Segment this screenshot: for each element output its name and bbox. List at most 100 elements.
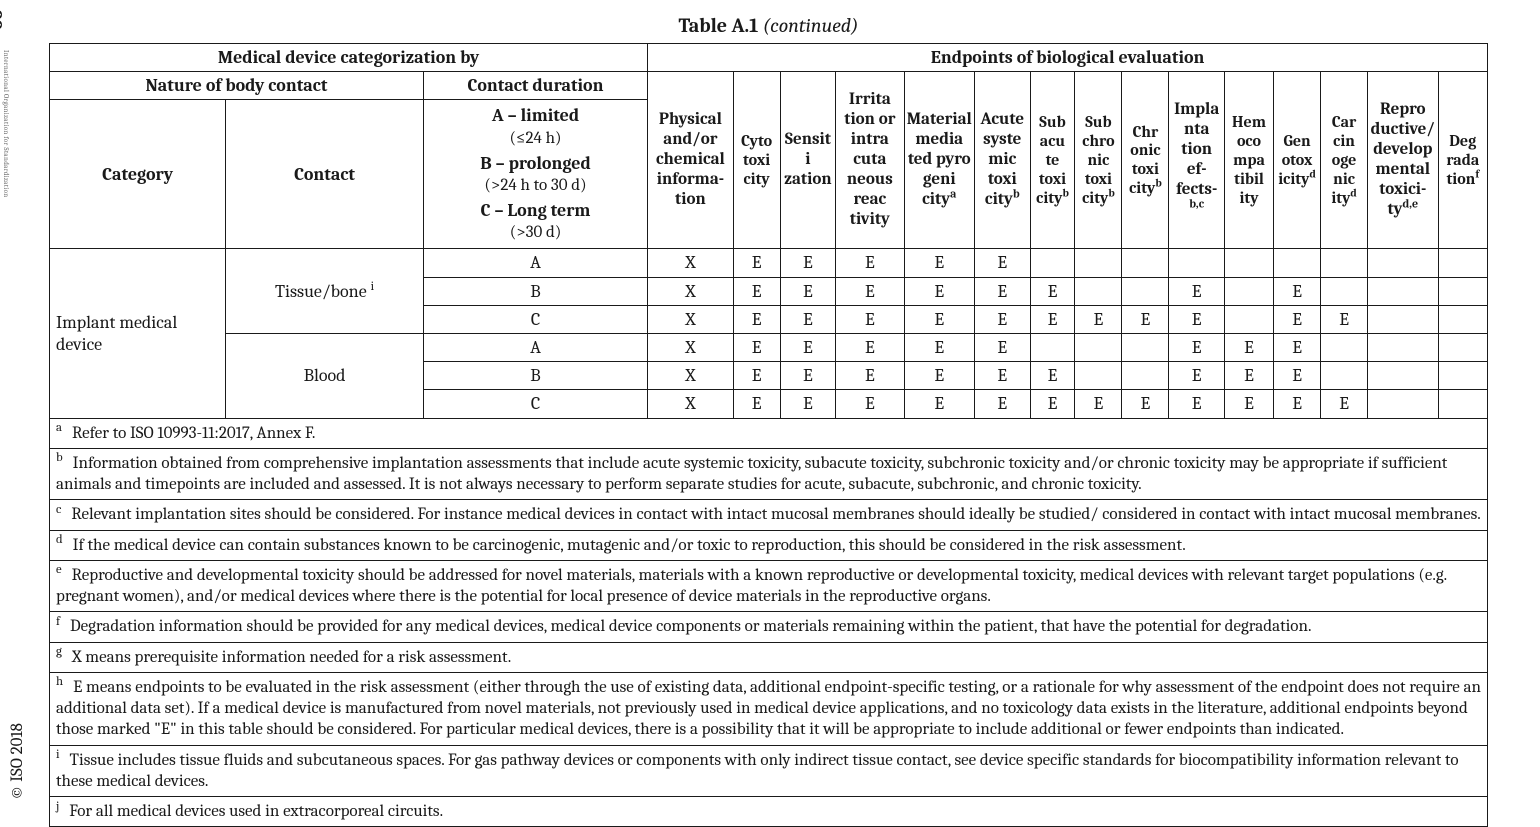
cell-value [1321,362,1368,390]
cell-value [1438,362,1487,390]
cell-value: E [780,249,836,277]
header-endpoint-11: Gen otox ici­tyd [1274,72,1321,249]
header-endpoint-14: Deg rada tionf [1438,72,1487,249]
cell-value [1368,277,1439,305]
cell-value: E [975,334,1031,362]
cell-value: E [780,334,836,362]
cell-value [1438,249,1487,277]
footnote-e: eReproductive and developmental toxicity… [50,560,1487,612]
cell-value: E [1169,277,1225,305]
cell-value: E [1274,390,1321,418]
header-endpoint-13: Repro duc­tive/ develop mental toxici­ty… [1368,72,1439,249]
header-endpoint-12: Car cin oge nic ityd [1321,72,1368,249]
header-nature: Nature of body contact [50,72,424,100]
cell-value: E [733,334,780,362]
cell-value: E [780,390,836,418]
footnote-i: iTissue includes tissue fluids and subcu… [50,745,1487,797]
cell-value: E [733,390,780,418]
cell-value: E [904,277,975,305]
cell-value: X [648,362,733,390]
cell-value: E [780,305,836,333]
cell-value [1438,390,1487,418]
cell-category: Implant medical device [50,249,226,418]
table-caption: Table A.1 (continued) [49,6,1488,43]
cell-value: X [648,334,733,362]
side-page-number: 22 [0,10,6,30]
cell-value [1368,390,1439,418]
cell-value: E [836,305,904,333]
cell-value: E [1030,277,1075,305]
cell-value [1438,277,1487,305]
cell-value [1368,362,1439,390]
cell-value: E [836,390,904,418]
header-endpoint-8: Chr onic toxi cityb [1122,72,1169,249]
cell-value: E [975,249,1031,277]
cell-value: E [1169,362,1225,390]
cell-value: E [1122,390,1169,418]
cell-duration: B [423,362,647,390]
footnote-f: fDegradation information should be provi… [50,611,1487,641]
cell-value: E [1030,305,1075,333]
cell-value: E [975,305,1031,333]
cell-value: E [1169,390,1225,418]
content-area: Table A.1 (continued) Medical device cat… [49,6,1488,827]
cell-value [1321,249,1368,277]
cell-value: E [1224,334,1273,362]
cell-value: E [904,249,975,277]
cell-value: E [1169,305,1225,333]
cell-value: E [904,362,975,390]
footnote-d: dIf the medical device can contain subst… [50,530,1487,560]
header-group-right: Endpoints of biological evaluation [648,44,1488,72]
cell-value [1075,277,1122,305]
cell-value: X [648,305,733,333]
cell-value [1321,334,1368,362]
cell-value: X [648,390,733,418]
side-org-text: International Organization for Standardi… [2,50,10,197]
footnote-j: jFor all medical devices used in extraco… [50,796,1487,826]
cell-value: E [904,390,975,418]
header-endpoint-7: Sub chro nic toxi cityb [1075,72,1122,249]
cell-value [1122,249,1169,277]
cell-value [1368,334,1439,362]
cell-value [1169,249,1225,277]
cell-value: E [1274,305,1321,333]
header-group-left: Medical device categorization by [50,44,648,72]
cell-duration: A [423,334,647,362]
header-endpoint-5: Acute syste mic toxi cityb [975,72,1031,249]
header-duration: A – limited(≤24 h)B – prolonged(>24 h to… [423,100,647,249]
cell-value: E [1075,305,1122,333]
cell-duration: C [423,390,647,418]
cell-value [1030,249,1075,277]
cell-value: E [733,249,780,277]
cell-value: E [975,277,1031,305]
page: 22 International Organization for Standa… [0,0,1540,823]
cell-duration: C [423,305,647,333]
cell-value [1224,277,1273,305]
cell-value [1438,305,1487,333]
cell-value: E [1274,334,1321,362]
footnote-g: gX means prerequisite information needed… [50,642,1487,672]
header-endpoint-6: Sub acu te toxi cityb [1030,72,1075,249]
cell-value [1438,334,1487,362]
cell-value [1075,249,1122,277]
cell-value: E [904,334,975,362]
footnote-h: hE means endpoints to be evaluated in th… [50,672,1487,745]
footnote-c: cRelevant implantation sites should be c… [50,499,1487,529]
cell-value: E [780,277,836,305]
cell-duration: A [423,249,647,277]
cell-value [1075,362,1122,390]
cell-value: E [836,362,904,390]
cell-value: E [1321,305,1368,333]
header-endpoint-0: Physical and/or chemical informa­tion [648,72,733,249]
main-table: Medical device categorization byEndpoint… [49,43,1488,419]
cell-value [1122,362,1169,390]
cell-value: E [836,249,904,277]
cell-value: E [780,362,836,390]
cell-value [1030,334,1075,362]
header-category: Category [50,100,226,249]
cell-value: E [1030,390,1075,418]
cell-value: E [1122,305,1169,333]
footnote-a: aRefer to ISO 10993-11:2017, Annex F. [50,419,1487,448]
side-copyright: © ISO 2018 [8,723,27,800]
cell-value: E [975,390,1031,418]
